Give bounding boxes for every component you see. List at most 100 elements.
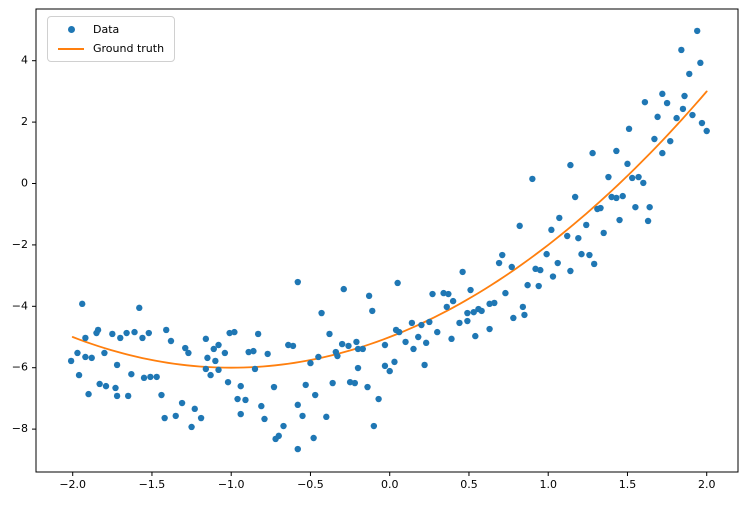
scatter-point — [694, 27, 701, 35]
scatter-point — [464, 309, 471, 317]
scatter-point — [210, 345, 217, 353]
scatter-point — [123, 329, 130, 337]
scatter-point — [338, 340, 346, 348]
x-tick-label: 0.5 — [460, 478, 478, 491]
scatter-point — [272, 435, 279, 443]
legend-label-data: Data — [93, 23, 120, 36]
x-tick-label: 1.0 — [539, 478, 557, 491]
scatter-point — [629, 174, 636, 182]
legend: Data Ground truth — [47, 16, 176, 62]
scatter-point — [112, 384, 119, 392]
scatter-point — [167, 337, 175, 345]
scatter-point — [82, 334, 89, 342]
scatter-point — [589, 149, 596, 157]
scatter-point — [340, 285, 347, 293]
scatter-point — [345, 342, 352, 350]
scatter-point — [470, 308, 477, 316]
scatter-point — [285, 341, 292, 349]
scatter-point — [667, 137, 674, 145]
scatter-point — [632, 203, 639, 211]
scatter-point — [456, 319, 463, 327]
scatter-point — [510, 314, 517, 322]
scatter-point — [207, 371, 214, 379]
scatter-point — [651, 135, 658, 143]
scatter-point — [421, 361, 428, 369]
scatter-point — [543, 250, 550, 258]
scatter-point — [245, 348, 252, 356]
scatter-point — [102, 382, 110, 390]
scatter-point — [79, 300, 86, 308]
scatter-point — [139, 334, 146, 342]
legend-swatch — [56, 26, 86, 33]
scatter-point — [242, 396, 249, 404]
scatter-point — [443, 303, 450, 311]
x-tick-label: 0.0 — [381, 478, 399, 491]
scatter-point — [499, 251, 506, 259]
scatter-point — [381, 362, 389, 370]
scatter-point — [646, 203, 653, 211]
scatter-point — [315, 353, 322, 361]
scatter-point — [472, 332, 479, 340]
scatter-point — [418, 321, 425, 329]
scatter-point — [178, 399, 186, 407]
scatter-point — [408, 319, 416, 327]
scatter-point — [212, 357, 219, 365]
x-tick-label: −1.0 — [218, 478, 245, 491]
scatter-point — [644, 217, 652, 225]
scatter-point — [351, 379, 359, 387]
scatter-point — [67, 357, 75, 365]
scatter-point — [537, 266, 544, 274]
x-tick-label: −1.5 — [139, 478, 166, 491]
scatter-point — [567, 267, 574, 275]
scatter-point — [113, 361, 121, 369]
scatter-point — [280, 422, 287, 430]
scatter-point — [346, 378, 354, 386]
scatter-point — [486, 300, 493, 308]
scatter-point — [575, 234, 582, 242]
scatter-point — [326, 330, 333, 338]
scatter-point — [535, 282, 542, 290]
scatter-point — [234, 395, 241, 403]
ground-truth-curve — [71, 90, 708, 369]
scatter-point — [197, 414, 205, 422]
legend-label-ground-truth: Ground truth — [93, 42, 165, 55]
x-tick-label: −0.5 — [297, 478, 324, 491]
scatter-point — [75, 371, 83, 379]
scatter-point — [221, 349, 229, 357]
scatter-point — [590, 260, 598, 268]
scatter-point — [202, 335, 210, 343]
scatter-point — [136, 304, 143, 312]
scatter-point — [145, 329, 152, 337]
scatter-point — [519, 303, 527, 311]
scatter-point — [163, 326, 170, 334]
x-tick-label: −2.0 — [59, 478, 86, 491]
y-tick-label: −4 — [12, 299, 28, 312]
scatter-point — [600, 229, 607, 237]
y-tick-label: 2 — [21, 115, 28, 128]
scatter-point — [215, 366, 222, 374]
scatter-point — [422, 339, 430, 347]
scatter-point — [128, 370, 135, 378]
scatter-point — [264, 350, 271, 358]
scatter-point — [185, 349, 192, 357]
x-tick-label: 1.5 — [619, 478, 637, 491]
y-tick-label: −2 — [12, 238, 28, 251]
scatter-point — [310, 434, 317, 442]
scatter-point — [109, 330, 116, 338]
scatter-point — [224, 378, 232, 386]
scatter-point — [635, 173, 642, 181]
scatter-point — [204, 354, 211, 362]
scatter-point — [402, 338, 409, 346]
scatter-point — [434, 328, 441, 336]
scatter-point — [556, 214, 563, 222]
scatter-point — [153, 373, 160, 381]
scatter-point — [478, 307, 485, 315]
scatter-point — [294, 445, 301, 453]
scatter-point — [113, 392, 121, 400]
scatter-point — [299, 412, 306, 420]
scatter-point — [410, 345, 417, 353]
scatter-point — [82, 353, 89, 361]
scatter-point — [567, 161, 574, 169]
scatter-point — [354, 364, 362, 372]
x-tick-label: 2.0 — [698, 478, 716, 491]
